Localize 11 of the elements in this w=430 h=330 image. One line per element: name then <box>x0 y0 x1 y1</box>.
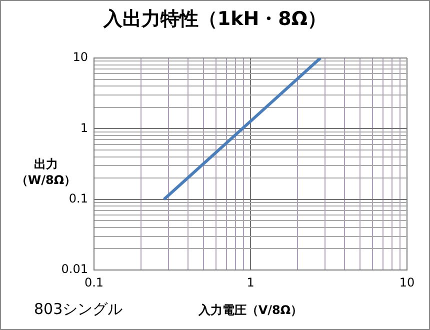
x-tick-label: 10 <box>399 275 415 290</box>
y-tick-label: 10 <box>72 50 88 64</box>
y-tick-label: 1 <box>80 120 88 135</box>
x-axis-title: 入力電圧（V/8Ω） <box>198 303 303 317</box>
chart-title: 入出力特性（1kH・8Ω） <box>102 7 328 32</box>
x-tick-label: 1 <box>246 275 254 290</box>
y-tick-label: 0.01 <box>61 262 88 276</box>
y-tick-label: 0.1 <box>68 191 88 206</box>
y-axis-title: 出力（W/8Ω） <box>15 156 77 188</box>
text: 803シングル <box>34 300 123 319</box>
x-tick-label: 0.1 <box>84 275 104 290</box>
